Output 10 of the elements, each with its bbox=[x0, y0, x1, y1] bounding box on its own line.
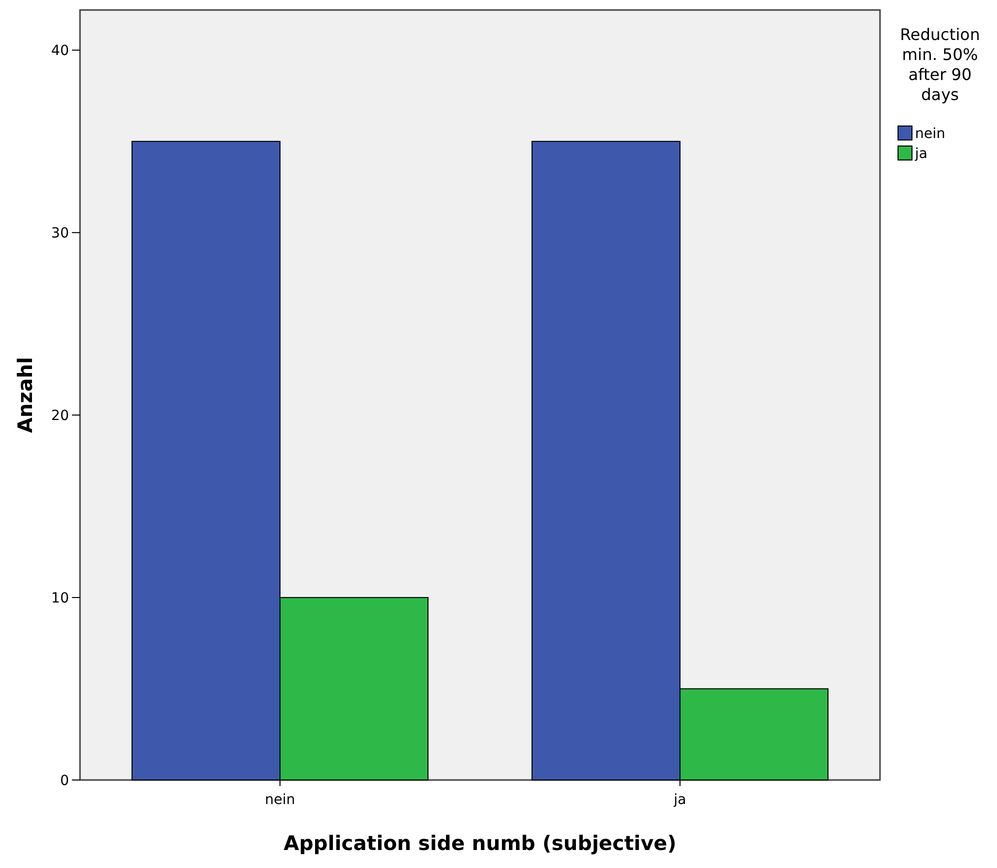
y-tick-label: 40 bbox=[51, 43, 69, 60]
y-axis-title: Anzahl bbox=[13, 357, 37, 433]
y-tick-label: 20 bbox=[51, 408, 69, 424]
legend-title: Reduction min. 50% after 90 days bbox=[900, 25, 980, 104]
y-tick-label: 10 bbox=[51, 590, 69, 606]
legend-label: nein bbox=[915, 126, 946, 142]
y-tick-label: 30 bbox=[51, 226, 69, 242]
x-axis-title: Application side numb (subjective) bbox=[284, 831, 676, 855]
y-tick-label: 0 bbox=[60, 772, 69, 789]
legend-label: ja bbox=[914, 146, 928, 162]
